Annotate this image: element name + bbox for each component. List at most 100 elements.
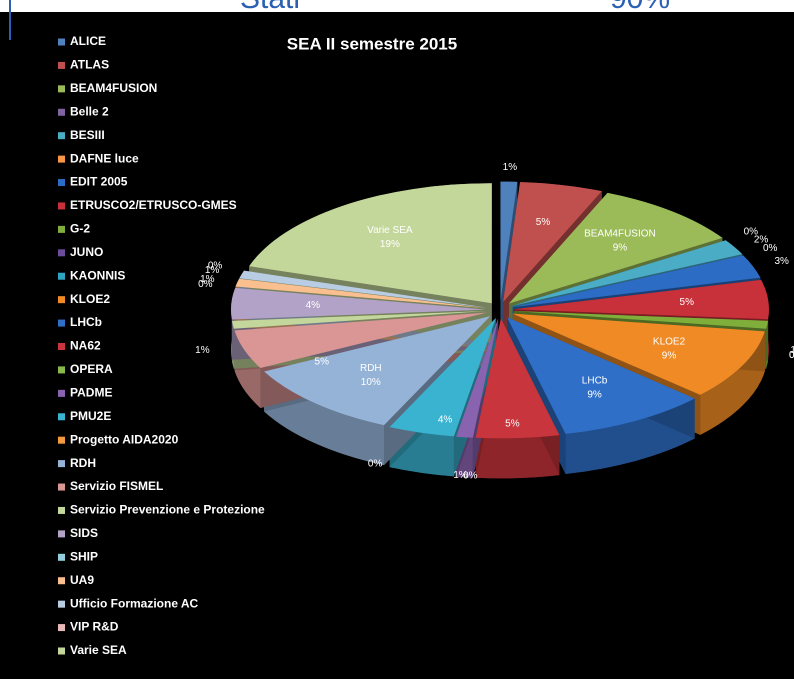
slice-value: 19% — [380, 239, 400, 250]
legend-label: KAONNIS — [70, 268, 125, 282]
legend-swatch — [58, 61, 65, 69]
legend-label: UA9 — [70, 573, 94, 587]
slice-name: RDH — [360, 363, 382, 374]
slice — [512, 240, 743, 306]
slice-value: 3% — [774, 256, 789, 267]
legend-label: Varie SEA — [70, 643, 127, 657]
slice — [389, 318, 496, 437]
slice — [475, 318, 560, 439]
slice-name: Varie SEA — [367, 225, 413, 236]
legend-swatch — [58, 530, 65, 538]
slice-value: 9% — [662, 350, 677, 361]
legend-label: BEAM4FUSION — [70, 81, 157, 95]
legend-label: VIP R&D — [70, 620, 119, 634]
legend-label: Belle 2 — [70, 104, 109, 118]
slide-header: Stati — [240, 0, 300, 15]
slice-value: 1% — [205, 265, 220, 276]
slice-value: 1% — [195, 345, 210, 356]
slice — [500, 181, 518, 302]
legend-swatch — [58, 577, 65, 585]
slice-name: KLOE2 — [653, 336, 686, 347]
legend-swatch — [58, 225, 65, 233]
legend-swatch — [58, 366, 65, 374]
legend-swatch — [58, 296, 65, 304]
legend-label: ALICE — [70, 34, 106, 48]
slice — [513, 255, 761, 308]
legend-swatch — [58, 389, 65, 397]
legend-label: DAFNE luce — [70, 151, 139, 165]
legend-label: JUNO — [70, 245, 103, 259]
legend-label: Ufficio Formazione AC — [70, 596, 199, 610]
legend-swatch — [58, 38, 65, 46]
slice — [507, 317, 695, 435]
slice — [513, 310, 769, 329]
slice — [508, 192, 723, 304]
slice-value: 0% — [463, 471, 478, 482]
legend-swatch — [58, 600, 65, 608]
legend-swatch — [58, 249, 65, 257]
legend-swatch — [58, 647, 65, 655]
legend-swatch — [58, 202, 65, 210]
slice — [235, 278, 487, 309]
slice-value: 0% — [763, 243, 778, 254]
legend-label: PMU2E — [70, 409, 111, 423]
legend-label: Progetto AIDA2020 — [70, 432, 179, 446]
slice-value: 9% — [613, 242, 628, 253]
slice — [234, 312, 487, 368]
legend-label: G-2 — [70, 222, 90, 236]
slice-rim — [700, 331, 765, 435]
legend-swatch — [58, 413, 65, 421]
slice-value: 1% — [503, 162, 518, 173]
legend-label: SIDS — [70, 526, 98, 540]
legend-swatch — [58, 460, 65, 468]
legend-label: ATLAS — [70, 58, 109, 72]
legend-swatch — [58, 436, 65, 444]
slice-value: 1% — [200, 274, 215, 285]
slice — [249, 183, 492, 304]
slice — [264, 316, 491, 426]
legend-swatch — [58, 483, 65, 491]
slice-value: 0% — [198, 279, 213, 290]
legend-swatch — [58, 319, 65, 327]
slice — [513, 279, 769, 320]
legend-swatch — [58, 179, 65, 187]
legend-label: PADME — [70, 386, 112, 400]
legend-swatch — [58, 108, 65, 116]
legend-swatch — [58, 624, 65, 632]
slice-value: 0% — [208, 261, 223, 272]
legend-label: KLOE2 — [70, 292, 110, 306]
slice-value: 4% — [306, 300, 321, 311]
slice — [503, 182, 602, 302]
slice-name: BEAM4FUSION — [584, 228, 656, 239]
slice-rim — [475, 435, 560, 479]
slice — [231, 310, 487, 329]
slice-value: 10% — [361, 377, 381, 388]
slice-value: 0% — [789, 350, 794, 361]
slice-value: 5% — [505, 418, 520, 429]
chart-title: SEA II semestre 2015 — [287, 34, 457, 53]
legend-label: SHIP — [70, 549, 98, 563]
slice — [239, 270, 487, 308]
slice-value: 5% — [536, 217, 551, 228]
slice — [231, 287, 487, 320]
slide-header: 90% — [610, 0, 670, 15]
slice — [512, 313, 765, 395]
legend-label: BESIII — [70, 128, 105, 142]
slice-value: 5% — [680, 297, 695, 308]
legend-swatch — [58, 506, 65, 514]
legend-label: RDH — [70, 456, 96, 470]
legend-swatch — [58, 343, 65, 350]
legend-label: Servizio FISMEL — [70, 479, 163, 493]
legend-label: LHCb — [70, 315, 102, 329]
slice-value: 4% — [438, 415, 453, 426]
slice-value: 0% — [368, 458, 383, 469]
legend-swatch — [58, 272, 65, 280]
legend-swatch — [58, 132, 65, 140]
legend-label: OPERA — [70, 362, 113, 376]
slice-name: LHCb — [582, 375, 608, 386]
legend-label: NA62 — [70, 339, 101, 353]
legend-swatch — [58, 155, 65, 163]
slice-value: 0% — [789, 350, 794, 361]
legend-label: ETRUSCO2/ETRUSCO-GMES — [70, 198, 237, 212]
